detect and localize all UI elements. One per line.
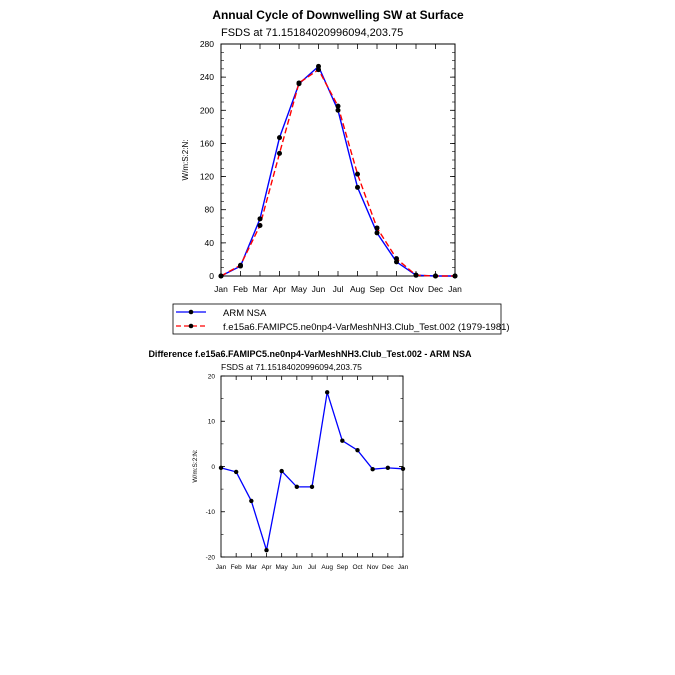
data-point (218, 273, 224, 279)
data-point (433, 273, 438, 279)
data-point (324, 390, 330, 395)
series-line-0 (220, 65, 455, 277)
x-tick-label: Mar (246, 564, 258, 571)
data-point (370, 467, 375, 472)
y-tick-label: -20 (206, 554, 216, 561)
data-point (394, 256, 399, 262)
data-point (355, 184, 360, 190)
data-point (335, 107, 341, 113)
y-tick-label: 80 (205, 205, 215, 215)
y-tick-label: 10 (208, 419, 216, 426)
data-point (452, 273, 458, 279)
x-tick-label: Aug (350, 284, 365, 294)
data-point (374, 230, 380, 236)
x-tick-label: Jan (448, 284, 462, 294)
data-point (296, 80, 302, 86)
x-tick-label: Jul (333, 284, 344, 294)
top-plot-frame (220, 43, 456, 277)
x-tick-label: Dec (382, 564, 394, 571)
x-tick-label: May (276, 564, 289, 571)
x-tick-label: Jan (214, 284, 228, 294)
x-tick-label: Jun (312, 284, 326, 294)
data-point (264, 548, 269, 553)
data-point (340, 438, 345, 443)
y-tick-label: 280 (200, 39, 214, 49)
data-point (309, 484, 315, 490)
x-tick-label: Oct (352, 564, 362, 571)
y-tick-label: 120 (200, 172, 214, 182)
x-tick-label: May (291, 284, 308, 294)
data-point (335, 103, 341, 109)
x-tick-label: Jul (308, 564, 317, 571)
x-tick-label: Jan (216, 564, 227, 571)
data-point (316, 67, 321, 73)
data-point (279, 468, 284, 474)
y-tick-label: 20 (208, 373, 216, 380)
legend-label-model: f.e15a6.FAMIPC5.ne0np4-VarMeshNH3.Club_T… (223, 322, 510, 333)
legend-label-arm: ARM NSA (223, 308, 267, 319)
data-point (249, 498, 254, 504)
y-tick-label: 160 (200, 138, 214, 148)
top-legend-box (172, 303, 502, 335)
data-point (257, 222, 263, 228)
top-chart-title: Annual Cycle of Downwelling SW at Surfac… (212, 8, 464, 22)
y-tick-label: 0 (211, 464, 215, 471)
diff-plot-frame (220, 375, 404, 558)
data-point (233, 469, 239, 475)
x-tick-label: Nov (408, 284, 424, 294)
series-line-0 (220, 392, 404, 551)
data-point (218, 465, 224, 471)
data-point (400, 466, 406, 471)
x-tick-label: Jan (398, 564, 409, 571)
data-point (374, 225, 380, 231)
y-tick-label: 200 (200, 105, 214, 115)
data-point (277, 150, 282, 156)
series-line-1 (220, 68, 455, 277)
y-tick-label: 240 (200, 72, 214, 82)
top-chart-subtitle: FSDS at 71.15184020996094,203.75 (221, 27, 403, 39)
x-tick-label: Mar (253, 284, 268, 294)
data-point (355, 448, 360, 453)
diff-chart-ylabel: W/m:S:2:N: (192, 449, 199, 482)
diff-chart: Difference f.e15a6.FAMIPC5.ne0np4-VarMes… (148, 349, 472, 571)
diff-chart-title: Difference f.e15a6.FAMIPC5.ne0np4-VarMes… (148, 349, 472, 359)
data-point (277, 135, 282, 141)
x-tick-label: Feb (231, 564, 243, 571)
legend-marker-model (188, 323, 194, 329)
x-tick-label: Feb (233, 284, 248, 294)
y-tick-label: 40 (205, 238, 215, 248)
legend-marker-arm (188, 309, 194, 315)
y-tick-label: -10 (206, 509, 216, 516)
diff-chart-subtitle: FSDS at 71.15184020996094,203.75 (221, 362, 362, 372)
data-point (257, 216, 263, 222)
x-tick-label: Oct (390, 284, 404, 294)
x-tick-label: Nov (367, 564, 379, 571)
top-chart: Annual Cycle of Downwelling SW at Surfac… (172, 8, 510, 335)
x-tick-label: Sep (369, 284, 384, 294)
y-tick-label: 0 (209, 271, 214, 281)
x-tick-label: Sep (337, 564, 349, 571)
data-point (294, 484, 300, 490)
data-point (385, 465, 391, 471)
x-tick-label: Jun (292, 564, 303, 571)
x-tick-label: Dec (428, 284, 444, 294)
data-point (238, 262, 243, 268)
x-tick-label: Apr (261, 564, 272, 571)
data-point (413, 272, 419, 278)
top-chart-ylabel: W/m:S:2:N: (181, 140, 190, 181)
x-tick-label: Apr (273, 284, 286, 294)
x-tick-label: Aug (321, 564, 333, 571)
data-point (355, 171, 360, 177)
